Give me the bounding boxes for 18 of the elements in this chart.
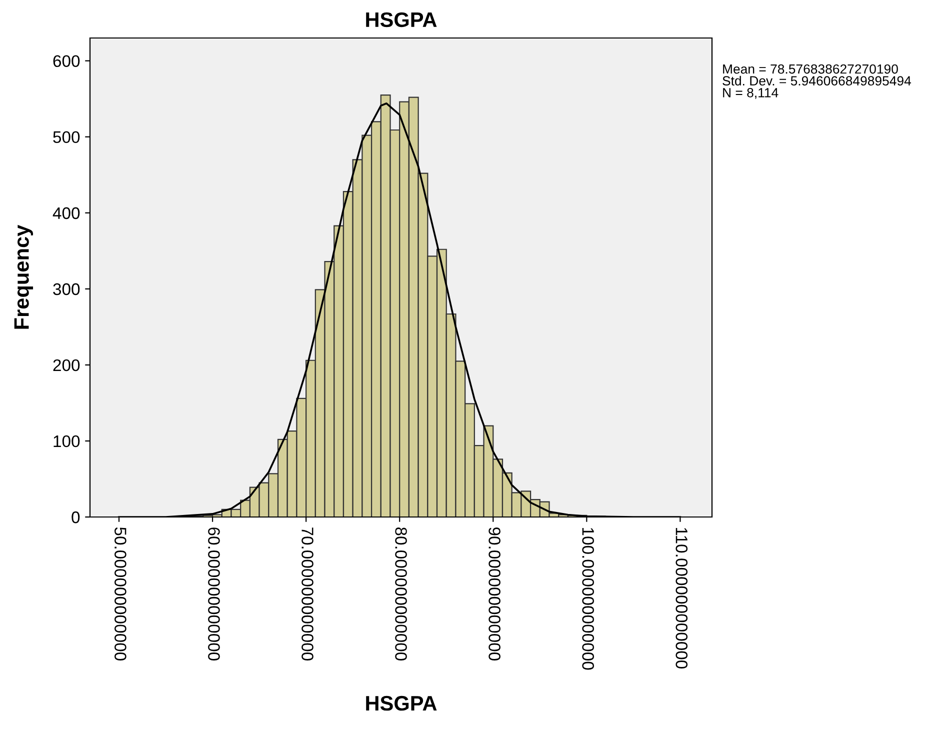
text: Mean = 78.576838627270190 Std. Dev. = 5.946066849895494 N = 8,114: [722, 64, 912, 99]
y-tick-label: 400: [52, 207, 80, 220]
y-tick-label: 100: [54, 435, 80, 448]
y-axis-title: Frequency: [14, 224, 34, 329]
x-tick-label: 80.000000000000: [395, 527, 407, 660]
x-tick-label: 50.000000000000: [114, 527, 126, 660]
x-axis-title: HSGPA: [366, 696, 437, 711]
x-tick-label: 100.000000000000: [582, 528, 594, 670]
x-tick-label: 90.000000000000: [488, 528, 500, 660]
x-tick-label: 60.000000000000: [208, 528, 220, 660]
chart-title: HSGPA: [366, 12, 437, 28]
x-tick-label: 110.000000000000: [676, 528, 688, 669]
y-tick-label: 300: [53, 283, 80, 296]
y-tick-label: 0: [72, 511, 80, 524]
x-tick-label: 70.000000000000: [302, 528, 314, 660]
y-tick-label: 600: [53, 55, 80, 68]
y-tick-label: 500: [53, 131, 80, 144]
y-tick-label: 200: [53, 359, 80, 372]
